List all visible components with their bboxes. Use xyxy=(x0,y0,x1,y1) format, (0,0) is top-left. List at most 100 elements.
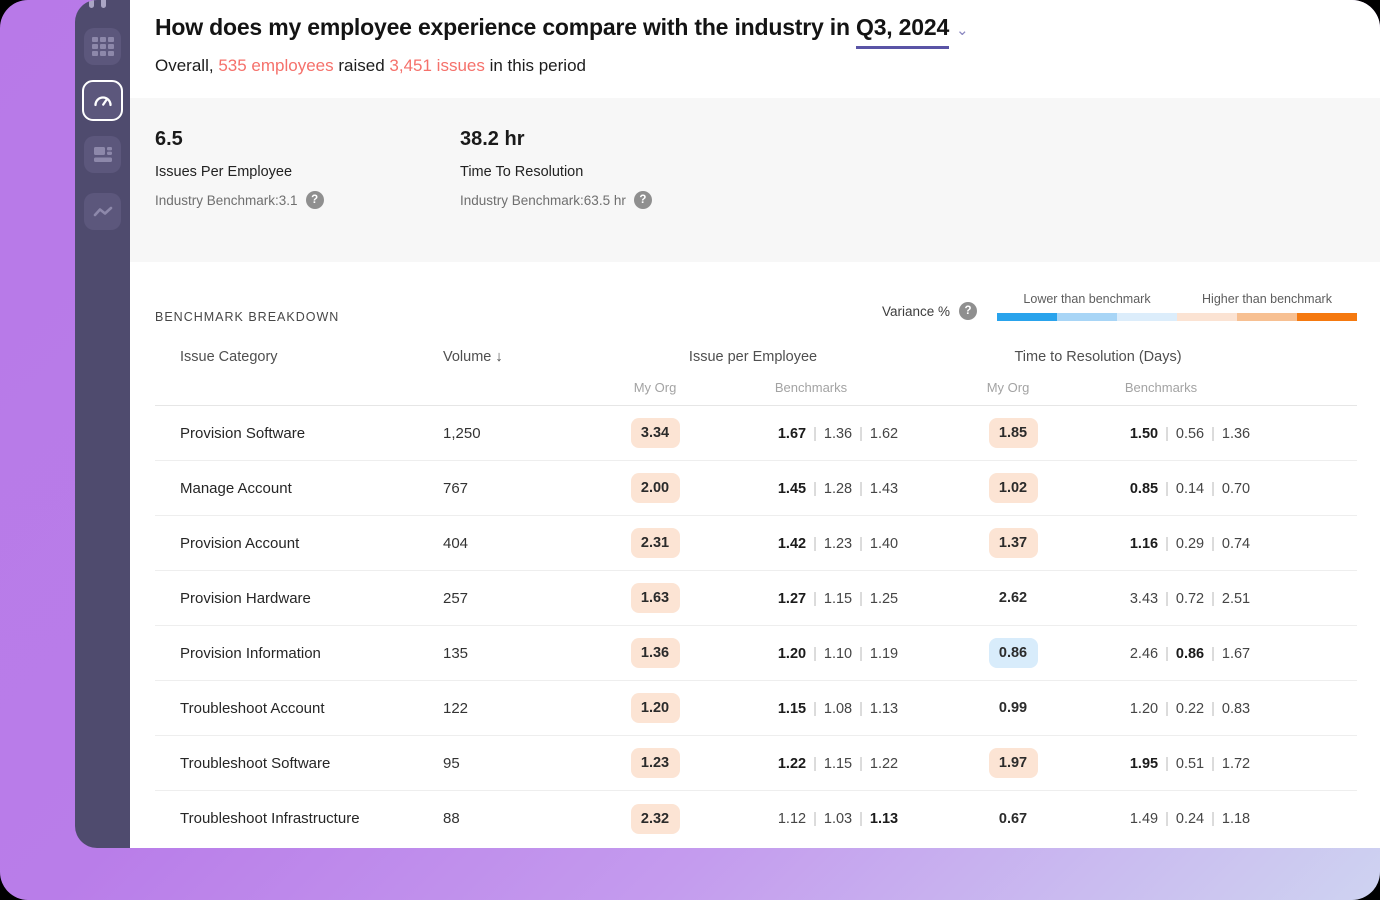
period-selector[interactable]: Q3, 2024 ⌄ xyxy=(856,14,969,49)
benchmark-value: 1.08 xyxy=(823,700,853,717)
variance-chip: 1.36 xyxy=(630,638,680,668)
table-row: Provision Information 135 1.36 1.20 | 1.10 | 1.… xyxy=(155,626,1357,681)
cell-volume: 404 xyxy=(443,534,469,552)
help-icon[interactable] xyxy=(633,191,652,209)
cell-volume: 1,250 xyxy=(443,424,481,442)
title-text: How does my employee experience compare … xyxy=(155,14,850,40)
variance-chip: 1.37 xyxy=(988,528,1038,558)
kpi-band: 6.5 Issues Per Employee Industry Benchma… xyxy=(130,98,1380,262)
cell-category: Provision Hardware xyxy=(180,589,311,607)
help-icon[interactable] xyxy=(305,191,324,209)
cell-ipe-benchmarks: 1.42 | 1.23 | 1.40 xyxy=(777,535,899,552)
cell-ttr-my-org: 1.37 xyxy=(961,528,1065,558)
benchmark-value: 0.70 xyxy=(1221,480,1251,497)
help-icon[interactable] xyxy=(959,302,977,320)
col-issue-category: Issue Category xyxy=(180,349,278,365)
col-group-issue-per-employee: Issue per Employee xyxy=(688,349,818,365)
legend-segment xyxy=(1297,313,1357,321)
cell-ipe-benchmarks: 1.20 | 1.10 | 1.19 xyxy=(777,645,899,662)
variance-chip: 1.85 xyxy=(988,418,1038,448)
section-title: BENCHMARK BREAKDOWN xyxy=(155,310,340,324)
benchmark-value: 1.20 xyxy=(777,645,807,662)
cell-category: Troubleshoot Software xyxy=(180,754,331,772)
benchmark-value: 3.43 xyxy=(1129,590,1159,607)
legend-higher-label: Higher than benchmark xyxy=(1202,292,1332,306)
variance-chip: 2.32 xyxy=(630,803,680,834)
layout-glyph xyxy=(93,147,112,162)
cell-ipe-my-org: 1.36 xyxy=(595,638,715,668)
cell-volume: 95 xyxy=(443,754,460,772)
benchmark-value: 0.83 xyxy=(1221,700,1251,717)
table-sub-header: My Org Benchmarks My Org Benchmarks xyxy=(155,370,1357,406)
variance-chip: 0.86 xyxy=(988,638,1038,668)
benchmark-value: 0.56 xyxy=(1175,425,1205,442)
cell-volume: 767 xyxy=(443,479,469,497)
main-content: How does my employee experience compare … xyxy=(130,0,1380,848)
layout-cards-icon[interactable] xyxy=(84,136,121,173)
benchmark-value: 1.36 xyxy=(1221,425,1251,442)
benchmark-value: 1.43 xyxy=(869,480,899,497)
grid-apps-icon[interactable] xyxy=(84,28,121,65)
variance-chip: 1.97 xyxy=(988,748,1038,778)
cell-ipe-my-org: 1.23 xyxy=(595,748,715,778)
kpi-value: 6.5 xyxy=(155,128,183,150)
trend-line-icon[interactable] xyxy=(84,193,121,230)
legend-segment xyxy=(997,313,1057,321)
benchmark-value: 1.10 xyxy=(823,645,853,662)
kpi-benchmark: Industry Benchmark:63.5 hr xyxy=(460,192,626,208)
col-volume-sort[interactable]: Volume ↓ xyxy=(443,349,503,365)
benchmark-value: 1.42 xyxy=(777,535,807,552)
variance-chip: 2.62 xyxy=(998,590,1028,606)
col-ipe-benchmarks: Benchmarks xyxy=(774,380,848,395)
kpi-time-to-resolution: 38.2 hr Time To Resolution Industry Benc… xyxy=(460,128,652,209)
trend-glyph xyxy=(93,206,112,216)
legend-segment xyxy=(1237,313,1297,321)
gauge-dashboard-icon[interactable] xyxy=(82,80,123,121)
cell-ipe-benchmarks: 1.67 | 1.36 | 1.62 xyxy=(777,425,899,442)
benchmark-value: 1.20 xyxy=(1129,700,1159,717)
cell-ttr-my-org: 0.86 xyxy=(961,638,1065,668)
benchmark-value: 1.28 xyxy=(823,480,853,497)
cell-ipe-my-org: 2.32 xyxy=(595,803,715,834)
kpi-issues-per-employee: 6.5 Issues Per Employee Industry Benchma… xyxy=(155,128,324,209)
variance-chip: 3.34 xyxy=(630,418,680,448)
kpi-value: 38.2 hr xyxy=(460,128,525,150)
cell-ttr-my-org: 0.99 xyxy=(961,693,1065,723)
cell-category: Manage Account xyxy=(180,479,292,497)
benchmark-value: 1.19 xyxy=(869,645,899,662)
benchmark-value: 2.51 xyxy=(1221,590,1251,607)
benchmark-value: 1.27 xyxy=(777,590,807,607)
legend-segment xyxy=(1057,313,1117,321)
col-ttr-benchmarks: Benchmarks xyxy=(1124,380,1198,395)
cell-ipe-benchmarks: 1.45 | 1.28 | 1.43 xyxy=(777,480,899,497)
table-row: Provision Software 1,250 3.34 1.67 | 1.36 | 1.6… xyxy=(155,406,1357,461)
cell-ttr-my-org: 1.97 xyxy=(961,748,1065,778)
kpi-label: Issues Per Employee xyxy=(155,164,293,180)
legend-segment xyxy=(1177,313,1237,321)
benchmark-value: 0.74 xyxy=(1221,535,1251,552)
cell-volume: 135 xyxy=(443,644,469,662)
benchmark-value: 1.16 xyxy=(1129,535,1159,552)
benchmark-value: 1.22 xyxy=(869,755,899,772)
cell-ttr-benchmarks: 1.50 | 0.56 | 1.36 xyxy=(1129,425,1251,442)
cell-volume: 257 xyxy=(443,589,469,607)
benchmark-value: 1.23 xyxy=(823,535,853,552)
summary-suffix: in this period xyxy=(489,56,586,75)
cell-ttr-benchmarks: 1.95 | 0.51 | 1.72 xyxy=(1129,755,1251,772)
cell-ttr-benchmarks: 1.20 | 0.22 | 0.83 xyxy=(1129,700,1251,717)
chevron-down-icon[interactable]: ⌄ xyxy=(956,21,969,39)
employees-count: 535 employees xyxy=(218,56,334,75)
benchmark-value: 0.72 xyxy=(1175,590,1205,607)
benchmark-value: 1.50 xyxy=(1129,425,1159,442)
cell-volume: 88 xyxy=(443,810,460,827)
benchmark-value: 1.36 xyxy=(823,425,853,442)
benchmark-value: 0.14 xyxy=(1175,480,1205,497)
sidebar xyxy=(75,0,130,848)
table-rows: Provision Software 1,250 3.34 1.67 | 1.36 | 1.6… xyxy=(155,406,1357,846)
kpi-label: Time To Resolution xyxy=(460,164,584,180)
kpi-benchmark: Industry Benchmark:3.1 xyxy=(155,192,298,208)
period-value[interactable]: Q3, 2024 xyxy=(856,14,949,49)
benchmark-value: 0.22 xyxy=(1175,700,1205,717)
cell-ttr-benchmarks: 1.49 | 0.24 | 1.18 xyxy=(1129,811,1251,827)
benchmark-value: 2.46 xyxy=(1129,645,1159,662)
